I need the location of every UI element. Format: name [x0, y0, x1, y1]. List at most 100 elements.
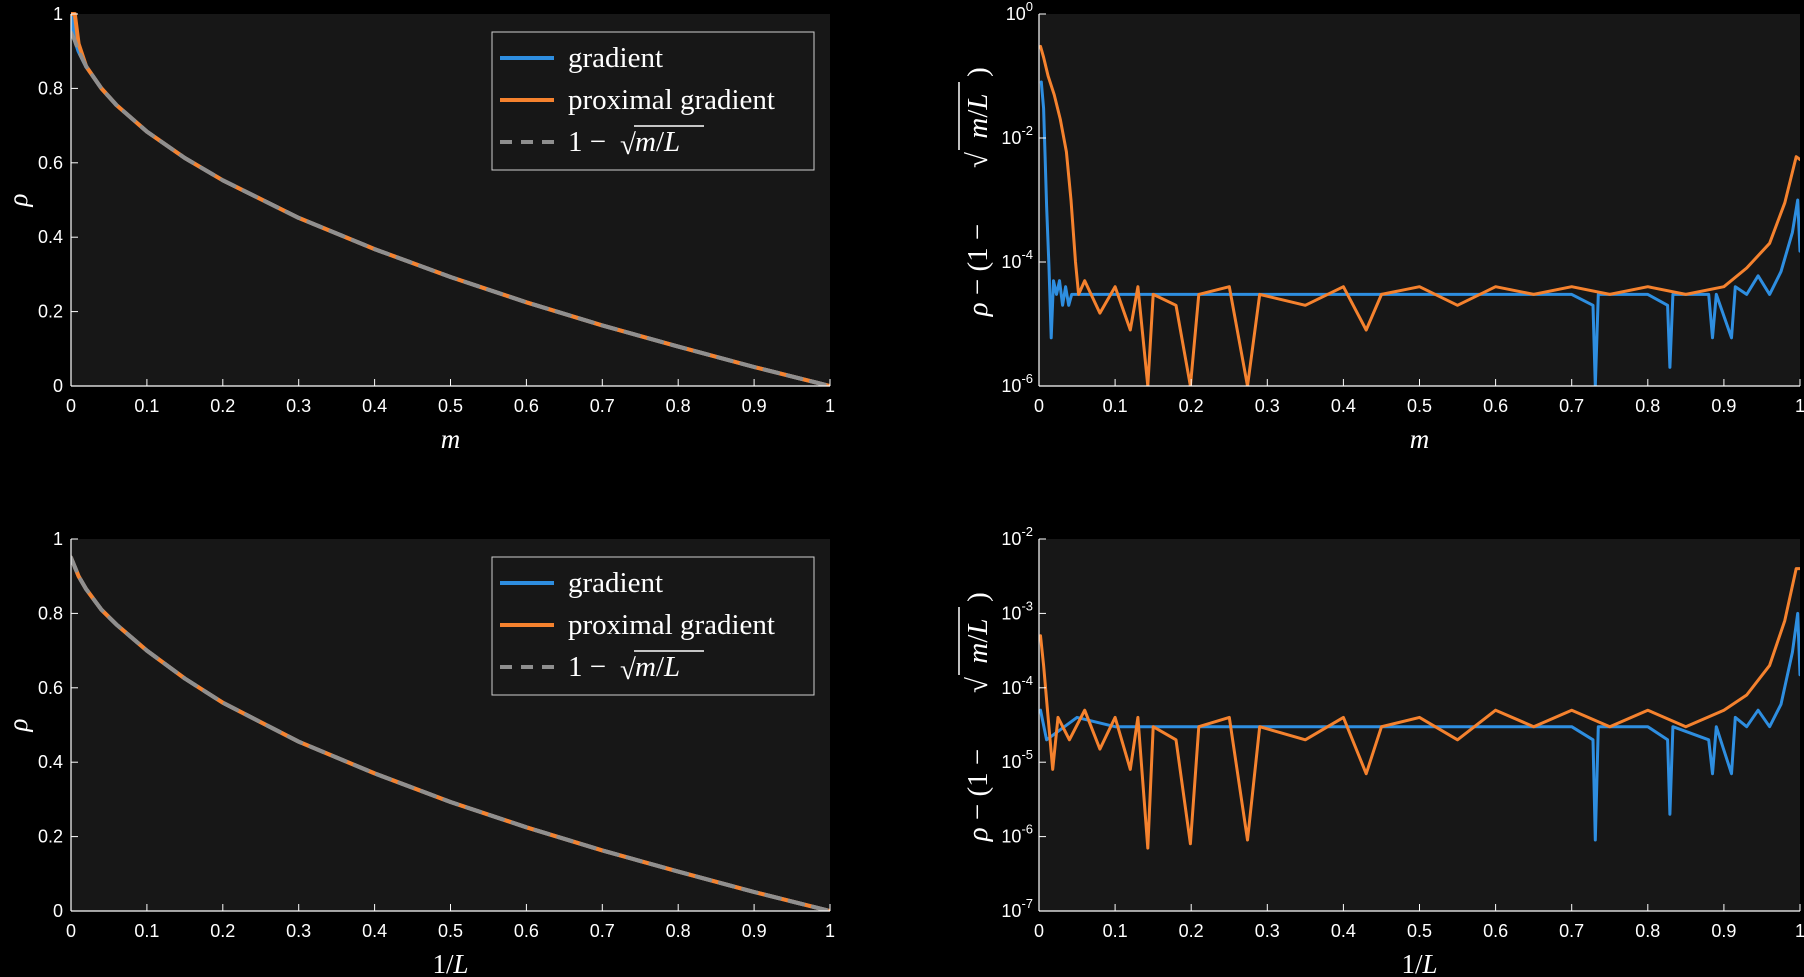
- x-tick-label: 0.5: [438, 921, 463, 941]
- x-tick-label: 0.2: [210, 921, 235, 941]
- x-tick-label: 0.2: [1179, 396, 1204, 416]
- y-axis-label: ρ: [3, 718, 33, 732]
- x-tick-label: 0.7: [590, 396, 615, 416]
- x-tick-label: 1: [825, 921, 835, 941]
- x-tick-label: 0: [1034, 396, 1044, 416]
- y-tick-label: 100: [1006, 0, 1033, 24]
- x-tick-label: 0.9: [742, 921, 767, 941]
- x-tick-label: 0.8: [1635, 921, 1660, 941]
- close-paren: ): [962, 592, 994, 602]
- x-tick-label: 1: [825, 396, 835, 416]
- series-line-2: [71, 30, 830, 386]
- series-group: [71, 555, 830, 911]
- series-line-1: [1039, 567, 1800, 850]
- y-tick-label: 0.8: [38, 603, 63, 623]
- x-tick-label: 0.4: [362, 396, 387, 416]
- series-line-0: [1039, 611, 1800, 842]
- x-tick-label: 0.1: [1103, 396, 1128, 416]
- legend-label-1: proximal gradient: [568, 84, 775, 116]
- series-group: [71, 12, 830, 386]
- panel-bottom-left: 0 0.1 0.2 0.3 0.4 0.5 0.6 0.7 0.8 0.9 1 0 0.2 0.4 0.6 0…: [3, 529, 835, 977]
- y-tick-label: 0: [53, 901, 63, 921]
- x-tick-label: 0.1: [134, 396, 159, 416]
- legend-sqrt-sign: √: [620, 654, 636, 686]
- x-tick-label: 0.5: [438, 396, 463, 416]
- x-tick-label: 1: [1795, 396, 1804, 416]
- x-tick-label: 0.6: [1483, 396, 1508, 416]
- x-tick-label: 1: [1795, 921, 1804, 941]
- y-tick-label: 0.4: [38, 752, 63, 772]
- y-tick-label: 0.8: [38, 78, 63, 98]
- sqrt-content: m/L: [962, 618, 994, 663]
- x-tick-label: 0.6: [514, 396, 539, 416]
- y-tick-label: 0.4: [38, 227, 63, 247]
- panel-top-right: 0 0.1 0.2 0.3 0.4 0.5 0.6 0.7 0.8 0.9 1 10-6 10-4 10-…: [958, 0, 1804, 454]
- x-tick-label: 0.9: [1711, 396, 1736, 416]
- x-axis-label: 1/L: [432, 949, 468, 977]
- y-tick-label: 10-2: [1001, 123, 1033, 148]
- x-tick-label: 0.4: [362, 921, 387, 941]
- y-tick-label: 10-5: [1001, 747, 1033, 772]
- x-tick-label: 0.4: [1331, 396, 1356, 416]
- y-tick-label: 0.6: [38, 153, 63, 173]
- x-tick-label: 0.4: [1331, 921, 1356, 941]
- x-tick-label: 0: [66, 396, 76, 416]
- y-tick-label: 10-7: [1001, 896, 1033, 921]
- x-tick-label: 0.3: [1255, 396, 1280, 416]
- x-tick-label: 0: [1034, 921, 1044, 941]
- y-tick-label: 1: [53, 4, 63, 24]
- x-axis-label: m: [441, 424, 461, 454]
- sqrt-content: m/L: [962, 93, 994, 138]
- y-tick-label: 10-3: [1001, 598, 1033, 623]
- plot-area: [1039, 539, 1800, 911]
- x-tick-label: 0.3: [286, 396, 311, 416]
- legend-label-0: gradient: [568, 42, 663, 74]
- x-tick-label: 0.7: [1559, 921, 1584, 941]
- x-tick-label: 0.5: [1407, 921, 1432, 941]
- panel-top-left: 0 0.1 0.2 0.3 0.4 0.5 0.6 0.7 0.8 0.9 1 0 0.2 0.4 0.6 0…: [3, 4, 835, 454]
- y-tick-label: 10-6: [1001, 822, 1033, 847]
- sqrt-sign: √: [962, 677, 994, 693]
- panel-bottom-right: 0 0.1 0.2 0.3 0.4 0.5 0.6 0.7 0.8 0.9 1 10-7 10-6 10-…: [958, 524, 1804, 977]
- x-tick-label: 0.6: [514, 921, 539, 941]
- x-tick-label: 0.1: [134, 921, 159, 941]
- x-tick-label: 0.7: [590, 921, 615, 941]
- x-tick-label: 0.6: [1483, 921, 1508, 941]
- legend: gradient proximal gradient 1 − √ m/L: [491, 31, 815, 171]
- legend: gradient proximal gradient 1 − √ m/L: [491, 556, 815, 696]
- x-tick-label: 0.8: [1635, 396, 1660, 416]
- y-axis-label: ρ: [3, 193, 33, 207]
- y-tick-label: 10-2: [1001, 524, 1033, 549]
- x-tick-label: 0.2: [1179, 921, 1204, 941]
- x-tick-label: 0.5: [1407, 396, 1432, 416]
- legend-sqrt-content: m/L: [635, 651, 680, 683]
- x-axis-label: m: [1410, 424, 1430, 454]
- y-label-text: ρ − (1 −: [962, 749, 994, 843]
- y-tick-label: 0.2: [38, 827, 63, 847]
- y-axis-label: ρ − (1 − √ m/L): [958, 592, 994, 843]
- y-tick-label: 10-6: [1001, 371, 1033, 396]
- legend-label-0: gradient: [568, 567, 663, 599]
- series-group: [1039, 44, 1800, 386]
- y-tick-label: 0.2: [38, 302, 63, 322]
- x-tick-label: 0.2: [210, 396, 235, 416]
- legend-label-1: proximal gradient: [568, 609, 775, 641]
- series-line-2: [71, 555, 830, 911]
- y-tick-label: 10-4: [1001, 247, 1033, 272]
- x-tick-label: 0.7: [1559, 396, 1584, 416]
- y-tick-label: 1: [53, 529, 63, 549]
- x-tick-label: 0.8: [666, 396, 691, 416]
- x-tick-label: 0.9: [742, 396, 767, 416]
- y-tick-label: 0.6: [38, 678, 63, 698]
- legend-label-ref-prefix: 1 −: [568, 126, 606, 158]
- legend-label-ref-prefix: 1 −: [568, 651, 606, 683]
- legend-sqrt-content: m/L: [635, 126, 680, 158]
- sqrt-sign: √: [962, 152, 994, 168]
- x-tick-label: 0.3: [1255, 921, 1280, 941]
- close-paren: ): [962, 67, 994, 77]
- series-group: [1039, 567, 1800, 850]
- x-tick-label: 0.1: [1103, 921, 1128, 941]
- y-tick-label: 10-4: [1001, 673, 1033, 698]
- series-line-1: [1039, 44, 1800, 386]
